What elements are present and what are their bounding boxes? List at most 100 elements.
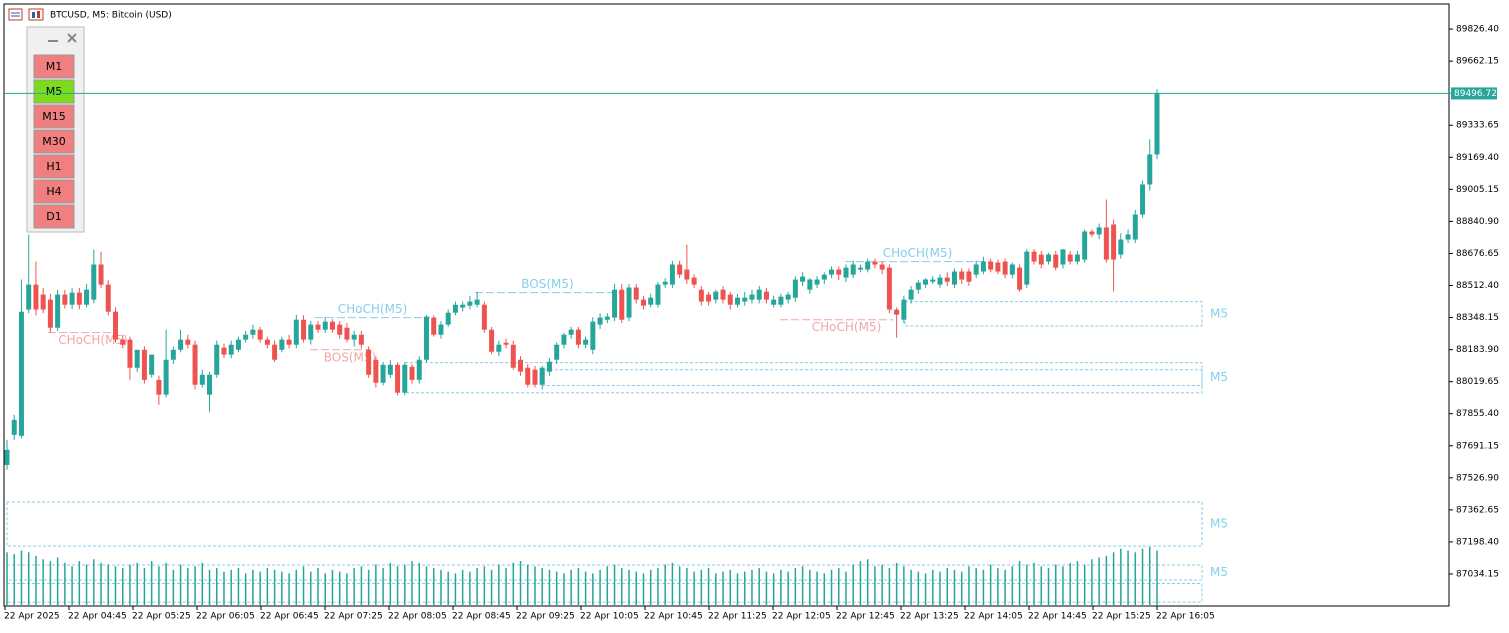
candle-body xyxy=(959,271,965,280)
x-tick-label: 22 Apr 13:25 xyxy=(900,612,959,622)
icon xyxy=(28,8,44,21)
button-bg xyxy=(33,154,75,179)
candle-body xyxy=(47,299,53,328)
x-tick-label: 22 Apr 06:45 xyxy=(260,612,319,622)
candle-body xyxy=(250,329,256,335)
timeframe-button[interactable]: H1 xyxy=(33,154,75,179)
candle-body xyxy=(973,264,979,275)
y-tick-label: 89826.40 xyxy=(1456,25,1499,35)
candle-body xyxy=(438,324,444,335)
candle-body xyxy=(749,294,755,300)
candle-body xyxy=(358,334,364,345)
candle-body xyxy=(474,299,480,305)
candle-body xyxy=(778,296,784,305)
candle-body xyxy=(207,374,213,395)
candle-body xyxy=(40,294,46,310)
candle-body xyxy=(257,329,263,340)
candle-body xyxy=(1067,254,1073,262)
candle-body xyxy=(640,299,646,306)
timeframe-button[interactable]: M5 xyxy=(33,79,75,104)
candle-body xyxy=(561,334,567,345)
button-label: M15 xyxy=(42,110,66,123)
button-label: H1 xyxy=(46,160,61,173)
candle-body xyxy=(387,364,393,375)
candle-body xyxy=(55,294,61,328)
candle-body xyxy=(1053,254,1059,268)
candle-body xyxy=(742,297,748,302)
candle-body xyxy=(76,292,82,305)
candle-body xyxy=(445,312,451,325)
zone-label: M5 xyxy=(1210,306,1228,320)
candle-body xyxy=(1096,227,1102,235)
candle-body xyxy=(1060,249,1066,265)
button-bg xyxy=(33,179,75,204)
candle-body xyxy=(944,277,950,282)
candle-body xyxy=(329,321,335,330)
candle-body xyxy=(886,267,892,310)
candle-body xyxy=(26,284,32,310)
zone xyxy=(6,501,1203,547)
candle-body xyxy=(850,264,856,275)
icon xyxy=(32,12,35,18)
button-label: M1 xyxy=(46,60,63,73)
candle-body xyxy=(648,297,654,305)
candle-body xyxy=(1089,231,1095,235)
candle-body xyxy=(995,262,1001,272)
candle-body xyxy=(69,292,75,305)
candle-body xyxy=(525,367,531,385)
candle-body xyxy=(18,311,24,436)
candle-body xyxy=(988,261,994,270)
candle-body xyxy=(243,334,249,340)
candle-body xyxy=(62,294,68,305)
icon xyxy=(37,11,40,18)
structure-label: CHoCH(M5) xyxy=(338,302,408,316)
button-label: M30 xyxy=(42,135,66,148)
timeframe-button[interactable]: D1 xyxy=(33,204,75,229)
x-tick-label: 22 Apr 12:05 xyxy=(772,612,831,622)
candle-body xyxy=(532,369,538,385)
candle-body xyxy=(583,339,589,345)
candle-body xyxy=(857,267,863,270)
zone-label: M5 xyxy=(1210,517,1228,531)
candle-body xyxy=(771,299,777,305)
candle-body xyxy=(416,359,422,380)
timeframe-button[interactable]: M1 xyxy=(33,54,75,79)
candle-body xyxy=(272,344,278,360)
x-tick-label: 22 Apr 11:25 xyxy=(708,612,767,622)
button-label: M5 xyxy=(46,85,63,98)
candle-body xyxy=(872,261,878,265)
x-tick-label: 22 Apr 2025 xyxy=(4,612,60,622)
timeframe-button[interactable]: M15 xyxy=(33,104,75,129)
candle-body xyxy=(1024,251,1030,285)
structure-label: BOS(M5) xyxy=(521,277,573,291)
x-tick-label: 22 Apr 08:05 xyxy=(388,612,447,622)
candle-body xyxy=(33,284,39,310)
y-tick-label: 88840.90 xyxy=(1456,217,1499,227)
timeframe-button[interactable]: H4 xyxy=(33,179,75,204)
candle-body xyxy=(669,264,675,285)
candle-body xyxy=(720,289,726,300)
structure-label: CHoCH(M5) xyxy=(58,333,128,347)
candle-body xyxy=(423,316,429,360)
structure-label: CHoCH(M5) xyxy=(883,246,953,260)
candle-body xyxy=(633,287,639,300)
candle-body xyxy=(84,289,90,305)
x-tick-label: 22 Apr 14:45 xyxy=(1028,612,1087,622)
candle-body xyxy=(915,282,921,290)
timeframe-button[interactable]: M30 xyxy=(33,129,75,154)
candle-body xyxy=(539,367,545,385)
y-tick-label: 89169.40 xyxy=(1456,153,1499,163)
candle-body xyxy=(698,289,704,302)
y-tick-label: 87855.40 xyxy=(1456,409,1499,419)
candle-body xyxy=(662,281,668,285)
x-tick-label: 22 Apr 10:05 xyxy=(580,612,639,622)
candle-body xyxy=(373,359,379,383)
candle-body xyxy=(554,344,560,360)
y-tick-label: 88348.15 xyxy=(1456,313,1499,323)
candle-body xyxy=(235,339,241,350)
close-button[interactable] xyxy=(67,33,77,43)
candle-body xyxy=(901,299,907,320)
y-tick-label: 88183.90 xyxy=(1456,345,1499,355)
candle-body xyxy=(1082,231,1088,260)
